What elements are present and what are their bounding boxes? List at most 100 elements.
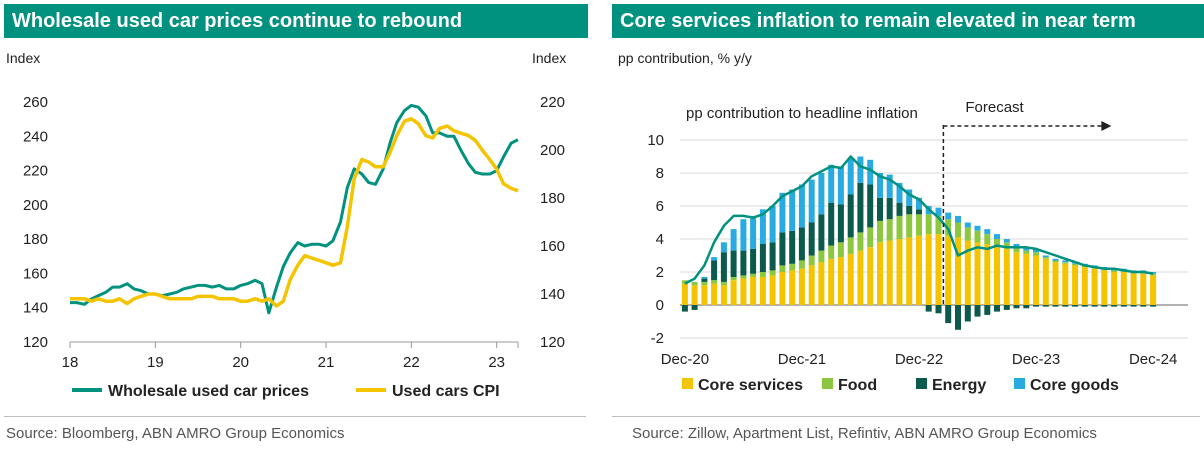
forecast-label: Forecast <box>965 99 1024 116</box>
bar-food <box>925 214 932 235</box>
bar-food <box>935 215 942 235</box>
bar-core-services <box>789 270 796 305</box>
legend-core-goods: Core goods <box>1014 377 1119 394</box>
bar-core-services <box>906 237 913 305</box>
bar-core-services <box>896 239 903 305</box>
x-tick-label: 20 <box>232 354 249 371</box>
bar-food <box>779 265 786 272</box>
y-left-tick-label: 200 <box>23 197 48 214</box>
legend-wholesale: Wholesale used car prices <box>72 383 309 400</box>
bar-food <box>906 214 913 238</box>
y-right-tick-label: 120 <box>540 334 565 351</box>
bar-food <box>798 260 805 269</box>
legend-label: Used cars CPI <box>392 383 500 400</box>
bar-energy <box>681 305 688 312</box>
y-left-tick-label: 180 <box>23 231 48 248</box>
x-tick-label: 19 <box>147 354 164 371</box>
bar-energy <box>759 243 766 272</box>
bar-energy <box>818 214 825 251</box>
bar-food <box>886 219 893 241</box>
headline-inflation-line <box>684 155 1154 285</box>
y-left-tick-label: 240 <box>23 128 48 145</box>
bar-core-services <box>867 247 874 306</box>
bar-core-goods <box>867 159 874 185</box>
chart-title: Wholesale used car prices continue to re… <box>4 4 588 38</box>
bar-core-goods <box>1042 255 1049 258</box>
bar-core-services <box>1130 273 1137 305</box>
x-tick-label: Dec-21 <box>778 351 826 368</box>
bar-energy <box>769 242 776 271</box>
bar-energy <box>1072 305 1079 307</box>
bar-core-goods <box>906 189 913 206</box>
bar-food <box>1062 262 1069 264</box>
bar-food <box>857 232 864 251</box>
bar-core-goods <box>896 182 903 203</box>
bar-energy <box>789 230 796 264</box>
bar-energy <box>837 204 844 243</box>
bar-food <box>1023 250 1030 254</box>
bar-core-services <box>1101 270 1108 305</box>
bar-energy <box>1120 305 1127 307</box>
bar-energy <box>877 197 883 221</box>
divider <box>612 416 1200 417</box>
legend-swatch <box>822 378 833 389</box>
source-note: Source: Zillow, Apartment List, Refintiv… <box>632 425 1097 442</box>
bar-core-goods <box>808 179 815 223</box>
bar-core-goods <box>916 197 922 210</box>
bar-food <box>974 230 981 243</box>
bar-core-goods <box>789 189 796 231</box>
bar-energy <box>896 202 903 216</box>
bar-food <box>837 242 844 258</box>
bar-food <box>818 250 825 263</box>
x-tick-label: Dec-23 <box>1012 351 1060 368</box>
bar-core-services <box>974 242 981 305</box>
legend-energy: Energy <box>916 377 986 394</box>
bar-core-services <box>1081 267 1088 305</box>
bar-core-services <box>1120 272 1127 305</box>
bar-core-services <box>964 240 971 305</box>
bar-core-goods <box>759 209 766 244</box>
bar-core-goods <box>720 242 727 253</box>
bar-core-services <box>701 285 708 305</box>
bar-food <box>711 280 718 284</box>
bar-core-services <box>828 258 835 305</box>
bar-core-goods <box>935 207 942 216</box>
bar-core-services <box>759 276 766 305</box>
bar-food <box>1111 270 1118 272</box>
bar-energy <box>740 250 747 276</box>
bar-core-services <box>730 280 737 306</box>
bar-energy <box>808 222 815 256</box>
bar-core-services <box>681 283 688 305</box>
bar-core-goods <box>769 206 776 243</box>
bar-energy <box>857 182 864 233</box>
annotation-headline: pp contribution to headline inflation <box>686 105 918 122</box>
bar-core-services <box>1150 275 1157 305</box>
bar-core-services <box>1003 248 1010 305</box>
bar-energy <box>691 305 698 310</box>
legend-swatch <box>1014 378 1025 389</box>
bar-core-services <box>779 272 786 305</box>
y-right-tick-label: 180 <box>540 190 565 207</box>
bar-core-services <box>955 237 961 305</box>
bar-food <box>1150 273 1157 276</box>
bar-core-services <box>916 235 922 305</box>
bar-energy <box>1033 305 1039 307</box>
bar-core-services <box>1111 272 1118 305</box>
bar-core-goods <box>798 184 805 228</box>
bar-energy <box>955 305 961 330</box>
bar-food <box>1052 260 1059 263</box>
bar-energy <box>711 260 718 281</box>
bar-food <box>955 222 961 238</box>
bar-core-goods <box>857 156 864 183</box>
bar-core-services <box>1091 268 1098 305</box>
bar-core-goods <box>945 212 952 220</box>
bar-core-goods <box>779 192 786 233</box>
y-right-tick-label: 160 <box>540 238 565 255</box>
bar-food <box>1072 263 1079 266</box>
y-axis-left-label: Index <box>6 50 41 66</box>
y-right-tick-label: 200 <box>540 142 565 159</box>
bar-food <box>720 281 727 286</box>
bar-energy <box>828 202 835 246</box>
bar-core-services <box>857 250 864 305</box>
bar-food <box>964 227 971 241</box>
